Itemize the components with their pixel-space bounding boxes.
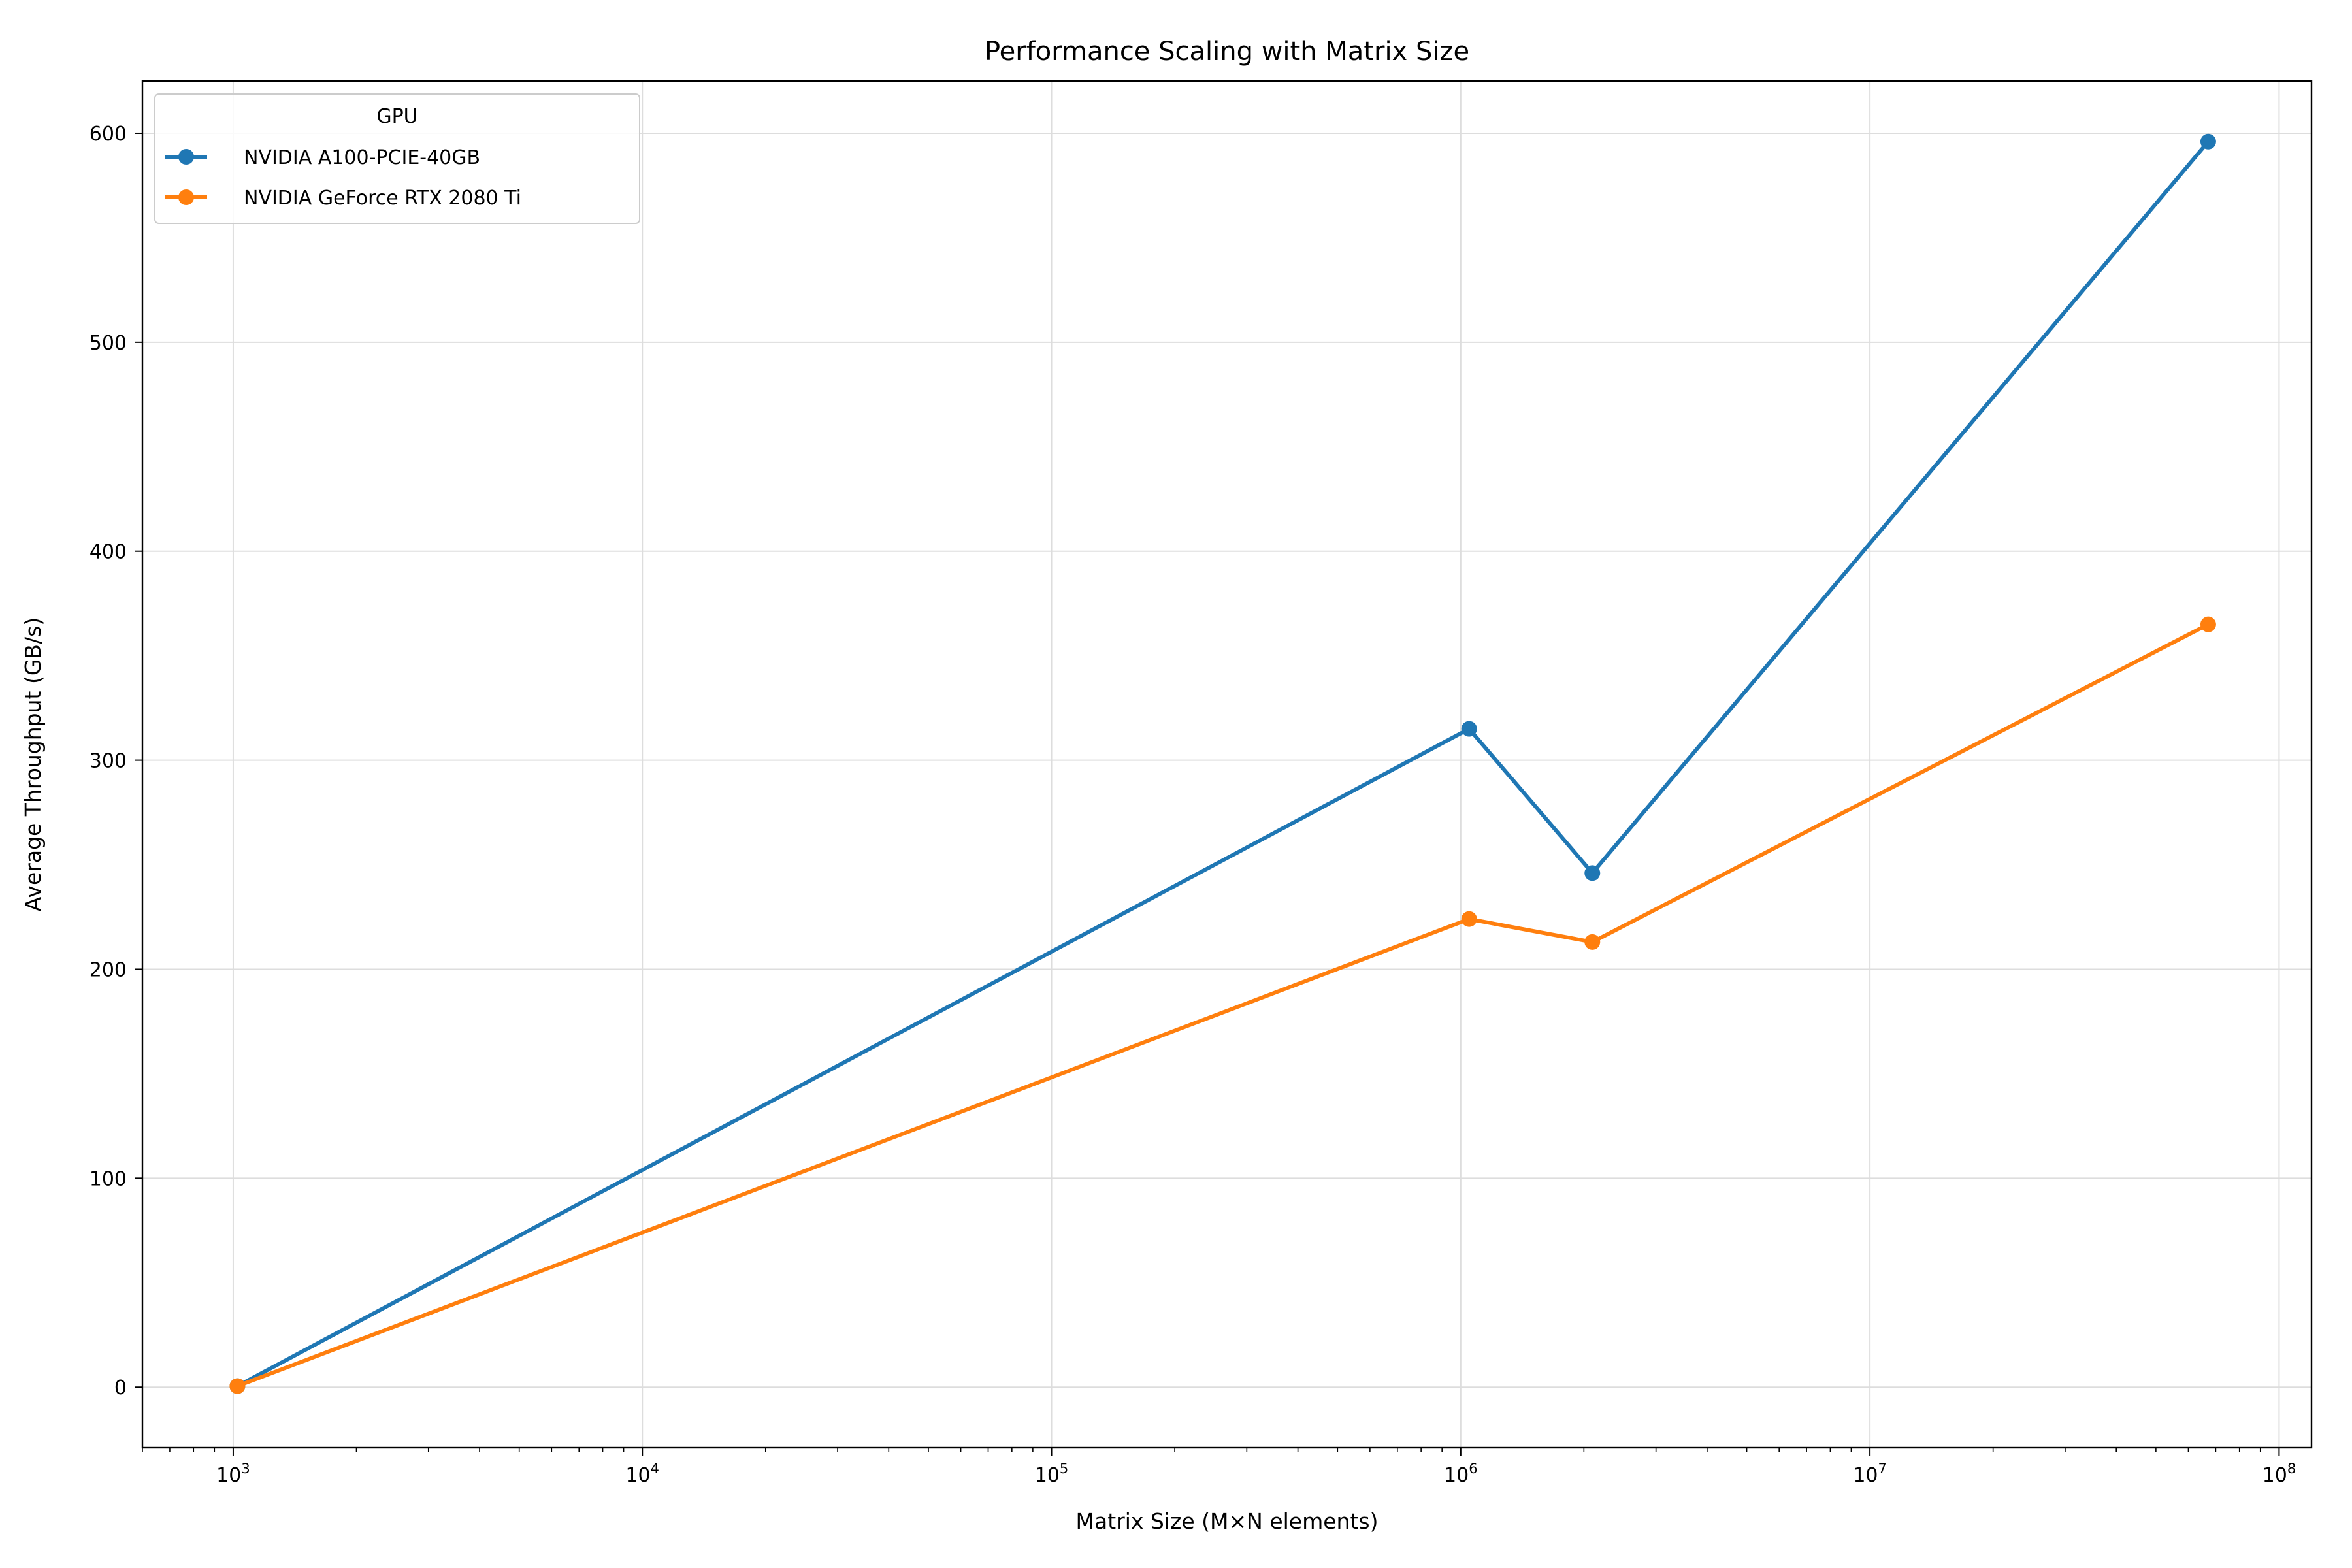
legend-entry: NVIDIA GeForce RTX 2080 Ti [165, 187, 521, 210]
x-tick-label: 106 [1444, 1461, 1478, 1487]
y-tick-label: 100 [90, 1168, 127, 1190]
x-tick-label: 103 [216, 1461, 250, 1487]
y-tick-label: 400 [90, 541, 127, 564]
y-tick-label: 600 [90, 123, 127, 146]
y-axis-label: Average Throughput (GB/s) [20, 617, 46, 911]
series-layer [229, 133, 2216, 1394]
x-tick-label: 104 [625, 1461, 659, 1487]
series-2 [229, 616, 2216, 1394]
data-point [229, 1378, 246, 1394]
legend-swatch-marker [178, 149, 194, 165]
data-point [1584, 934, 1601, 950]
data-point [1461, 911, 1477, 927]
x-tick-label: 108 [2262, 1461, 2296, 1487]
y-tick-label: 300 [90, 750, 127, 773]
legend-entries: NVIDIA A100-PCIE-40GB NVIDIA GeForce RTX … [165, 146, 521, 210]
legend-entry: NVIDIA A100-PCIE-40GB [165, 146, 480, 169]
data-point [2200, 133, 2216, 150]
grid [142, 81, 2311, 1448]
y-tick-label: 200 [90, 958, 127, 981]
ticks: 103 104 105 106 107 108 0 100 200 300 400 500 600 [90, 123, 2296, 1487]
legend-label: NVIDIA GeForce RTX 2080 Ti [244, 187, 521, 210]
legend-label: NVIDIA A100-PCIE-40GB [244, 146, 480, 169]
legend: GPU NVIDIA A100-PCIE-40GB NVIDIA GeForce … [154, 93, 640, 224]
x-tick-label: 105 [1035, 1461, 1069, 1487]
y-tick-label: 500 [90, 332, 127, 355]
series-line [235, 622, 2210, 1388]
y-tick-label: 0 [114, 1377, 127, 1399]
x-axis-label: Matrix Size (M×N elements) [1076, 1509, 1379, 1534]
legend-box [154, 93, 640, 224]
data-point [2200, 616, 2216, 632]
data-point [1461, 721, 1477, 737]
legend-swatch-marker [178, 189, 194, 205]
x-tick-label: 107 [1853, 1461, 1887, 1487]
legend-title: GPU [376, 105, 417, 128]
plot-frame [141, 80, 2313, 1449]
data-point [1584, 865, 1601, 881]
series-line [235, 139, 2210, 1388]
chart-title: Performance Scaling with Matrix Size [985, 37, 1469, 67]
